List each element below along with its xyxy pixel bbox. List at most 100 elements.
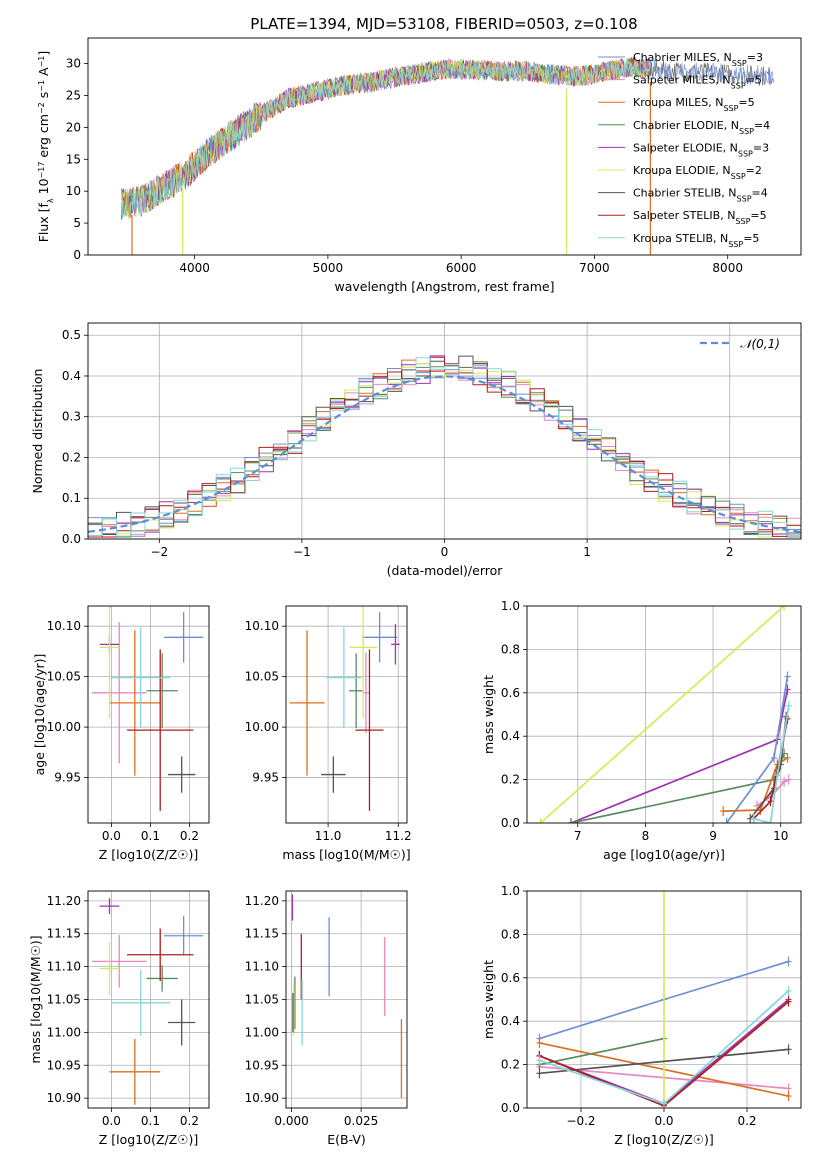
- x-tick-label: 7000: [579, 261, 610, 275]
- errorbar-chabrier_miles: [362, 612, 398, 663]
- legend-label-chabrier_elodie: Chabrier ELODIE, NSSP=4: [633, 119, 770, 136]
- y-tick-label: 11.00: [245, 1025, 279, 1039]
- y-tick-label: 11.10: [47, 960, 81, 974]
- errorbar-salpeter_elodie: [391, 624, 400, 665]
- y-tick-label: 0: [73, 248, 81, 262]
- weight-line-salpeter_elodie: [570, 689, 789, 823]
- y-tick-label: 0.4: [501, 1014, 520, 1028]
- residuals-legend: 𝒩(0,1): [700, 337, 780, 351]
- x-tick-label: 0.2: [737, 1114, 756, 1128]
- x-tick-label: 8: [642, 829, 650, 843]
- y-tick-label: 10.00: [47, 720, 81, 734]
- x-tick-label: 0.0: [102, 1114, 121, 1128]
- x-axis-label: Z [log10(Z/Z☉)]: [99, 1132, 199, 1147]
- legend-label-kroupa_stelib: Kroupa STELIB, NSSP=5: [633, 232, 759, 249]
- errorbar-chabrier_elodie: [349, 653, 364, 729]
- x-tick-label: 0.1: [141, 829, 160, 843]
- x-tick-label: 4000: [179, 261, 210, 275]
- errorbar-kroupa_elodie: [99, 942, 120, 995]
- legend-label-kroupa_elodie: Kroupa ELODIE, NSSP=2: [633, 164, 762, 181]
- plot-layer: 4000 5000 6000 7000 8000051015202530waveleng…: [28, 37, 802, 1147]
- errorbar-kroupa_elodie: [349, 606, 378, 719]
- x-tick-label: 11.0: [315, 829, 342, 843]
- x-tick-label: −2: [150, 545, 168, 559]
- errorbar-kroupa_miles: [289, 630, 325, 776]
- x-tick-label: 7: [574, 829, 582, 843]
- y-tick-label: 0.5: [62, 328, 81, 342]
- spectrum-series-salpeter_elodie: [120, 56, 651, 218]
- y-tick-label: 10.90: [47, 1091, 81, 1105]
- y-tick-label: 10.95: [245, 1058, 279, 1072]
- axes-frame: [526, 605, 802, 824]
- axes-frame: [87, 322, 802, 540]
- axes-frame: [285, 605, 408, 824]
- y-tick-label: 0.2: [501, 1058, 520, 1072]
- x-tick-label: 0.2: [180, 1114, 199, 1128]
- x-tick-label: 2: [726, 545, 734, 559]
- y-tick-label: 11.15: [245, 927, 279, 941]
- y-tick-label: 1.0: [501, 884, 520, 898]
- x-tick-label: 0.0: [102, 829, 121, 843]
- errorbar-chabrier_stelib: [321, 756, 346, 793]
- x-tick-label: 0: [441, 545, 449, 559]
- x-tick-label: 0.025: [344, 1114, 378, 1128]
- y-tick-label: 0.8: [501, 927, 520, 941]
- legend-label-salpeter_miles: Salpeter MILES, NSSP=5: [633, 74, 762, 91]
- weight-line-chabrier_stelib: [539, 1048, 789, 1075]
- errorbar-salpeter_stelib: [355, 649, 384, 811]
- axes-frame: [285, 890, 408, 1109]
- axes-frame: [87, 890, 210, 1109]
- spectrum-series-chabrier_miles: [120, 56, 775, 217]
- y-tick-label: 11.05: [245, 993, 279, 1007]
- x-tick-label: 0.000: [274, 1114, 308, 1128]
- x-tick-label: −1: [293, 545, 311, 559]
- legend-label-kroupa_miles: Kroupa MILES, NSSP=5: [633, 96, 755, 113]
- errorbar-chabrier_miles: [164, 915, 204, 956]
- age_vs_mass-axes: 11.0 11.2 9.95 10.00 10.05 10.10 mass [log10(M…: [245, 605, 412, 862]
- x-tick-label: 0.1: [141, 1114, 160, 1128]
- y-tick-label: 0.8: [501, 642, 520, 656]
- errorbar-chabrier_elodie: [146, 965, 178, 992]
- y-tick-label: 10.95: [47, 1058, 81, 1072]
- y-axis-label: age [log10(age/yr)]: [32, 654, 47, 776]
- y-tick-label: 10.05: [245, 670, 279, 684]
- weight-line-chabrier_elodie: [539, 1037, 665, 1066]
- y-tick-label: 5: [73, 216, 81, 230]
- y-tick-label: 0.6: [501, 971, 520, 985]
- axes-frame: [87, 605, 210, 824]
- y-tick-label: 0.0: [62, 532, 81, 546]
- y-axis-label: mass [log10(M/M☉)]: [28, 935, 43, 1063]
- y-tick-label: 10.00: [245, 720, 279, 734]
- y-tick-label: 11.15: [47, 927, 81, 941]
- x-axis-label: age [log10(age/yr)]: [603, 847, 725, 862]
- y-tick-label: 0.0: [501, 816, 520, 830]
- x-tick-label: 8000: [712, 261, 743, 275]
- y-tick-label: 0.2: [501, 773, 520, 787]
- errorbar-salpeter_miles: [91, 622, 147, 764]
- y-tick-label: 0.2: [62, 450, 81, 464]
- legend-label-chabrier_stelib: Chabrier STELIB, NSSP=4: [633, 187, 768, 204]
- x-axis-label: (data-model)/error: [387, 563, 504, 578]
- errorbar-kroupa_stelib: [111, 969, 170, 1036]
- legend-label-salpeter_elodie: Salpeter ELODIE, NSSP=3: [633, 141, 769, 158]
- y-tick-label: 0.6: [501, 686, 520, 700]
- errorbar-kroupa_elodie: [99, 606, 120, 719]
- legend-label-chabrier_miles: Chabrier MILES, NSSP=3: [633, 51, 763, 68]
- y-tick-label: 30: [66, 57, 81, 71]
- errorbar-salpeter_stelib: [127, 928, 194, 982]
- x-tick-label: 6000: [446, 261, 477, 275]
- x-axis-label: mass [log10(M/M☉)]: [282, 847, 410, 862]
- y-tick-label: 25: [66, 88, 81, 102]
- y-tick-label: 1.0: [501, 599, 520, 613]
- age_vs_Z-axes: 0.0 0.1 0.2 9.95 10.00 10.05 10.10 Z [log10(Z/Z…: [32, 605, 210, 862]
- x-tick-label: 5000: [313, 261, 344, 275]
- y-tick-label: 11.20: [47, 894, 81, 908]
- errorbar-salpeter_elodie: [99, 898, 120, 915]
- x-axis-label: Z [log10(Z/Z☉)]: [614, 1132, 714, 1147]
- y-tick-label: 0.1: [62, 491, 81, 505]
- errorbar-chabrier_elodie: [146, 653, 178, 729]
- y-tick-label: 11.00: [47, 1025, 81, 1039]
- errorbar-salpeter_stelib: [127, 649, 194, 811]
- y-tick-label: 0.3: [62, 410, 81, 424]
- spectrum-series-kroupa_stelib: [120, 57, 651, 220]
